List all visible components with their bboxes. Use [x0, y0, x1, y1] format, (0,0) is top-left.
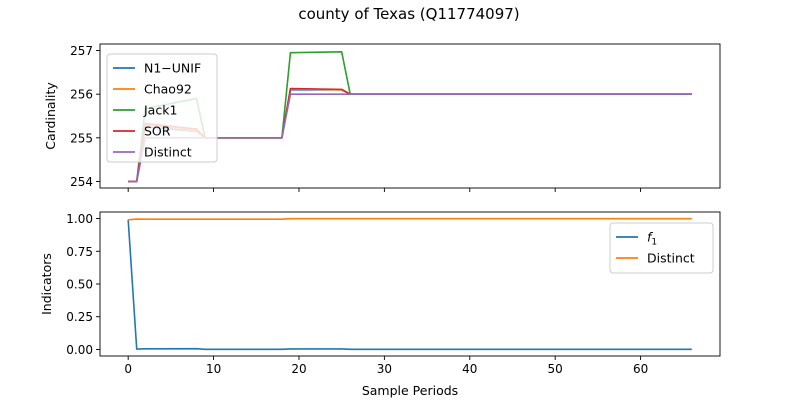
- legend-label: N1−UNIF: [144, 61, 201, 76]
- y-tick-label: 256: [70, 88, 93, 102]
- x-axis-label: Sample Periods: [362, 383, 458, 398]
- y-tick-label: 0.50: [66, 278, 93, 292]
- x-tick-label: 40: [462, 362, 477, 376]
- x-tick-label: 60: [633, 362, 648, 376]
- y-tick-label: 255: [70, 131, 93, 145]
- legend-label: f1: [647, 230, 657, 248]
- legend-box: [609, 222, 714, 274]
- legend-label: SOR: [144, 124, 171, 139]
- y-tick-label: 0.00: [66, 343, 93, 357]
- x-tick-label: 10: [206, 362, 221, 376]
- indicators-chart: 0 10 20 30 40 50 60 0.00 0.25 0.50 0.75 1.00 Indicat…: [39, 211, 721, 398]
- plot-frame: [99, 43, 721, 189]
- x-tick-label: 0: [124, 362, 132, 376]
- y-axis-label: Indicators: [39, 253, 54, 315]
- y-tick-label: 0.75: [66, 245, 93, 259]
- series-line-0: [127, 219, 692, 351]
- legend-label: Distinct: [144, 145, 192, 160]
- series-line-1: [128, 217, 692, 221]
- y-axis-label: Cardinality: [43, 82, 58, 150]
- x-tick-label: 20: [291, 362, 306, 376]
- legend-label: Distinct: [647, 251, 695, 266]
- legend: f1 Distinct: [609, 222, 714, 274]
- legend: N1−UNIF Chao92 Jack1 SOR Distinct: [106, 53, 218, 163]
- figure-title: county of Texas (Q11774097): [298, 5, 519, 23]
- y-tick-label: 1.00: [66, 212, 93, 226]
- cardinality-chart: 254 255 256 257 Cardinality N1−UNIF Chao92 Jack…: [43, 43, 721, 192]
- x-tick-label: 50: [548, 362, 563, 376]
- legend-label: Chao92: [144, 82, 192, 97]
- x-tick-label: 30: [377, 362, 392, 376]
- y-tick-label: 257: [70, 44, 93, 58]
- legend-label: Jack1: [143, 103, 177, 118]
- legend-box: [106, 53, 218, 163]
- y-tick-label: 0.25: [66, 310, 93, 324]
- y-tick-label: 254: [70, 175, 93, 189]
